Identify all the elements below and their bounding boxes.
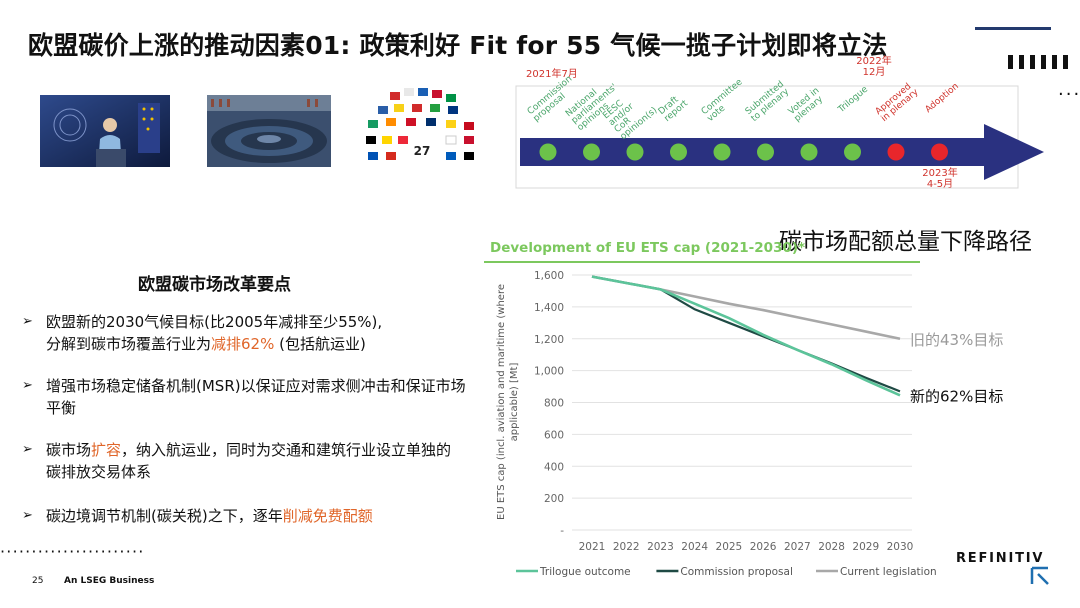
timeline-step-dot: [757, 143, 774, 161]
timeline-step-dot: [800, 143, 818, 161]
page-title: 欧盟碳价上涨的推动因素01: 政策利好 Fit for 55 气候一揽子计划即将…: [28, 31, 888, 60]
legend-label: Current legislation: [840, 566, 937, 578]
bullet-arrow-icon: ➢: [22, 508, 33, 523]
x-tick-label: 2028: [818, 541, 845, 553]
x-tick-label: 2022: [613, 541, 640, 553]
lseg-label: An LSEG Business: [64, 576, 155, 586]
y-tick-label: 1,200: [534, 334, 564, 346]
timeline-date-mid: 2022年 12月: [856, 56, 892, 78]
y-tick-label: 800: [544, 398, 564, 410]
refinitiv-mark-icon: [1030, 566, 1049, 585]
legend-label: Commission proposal: [680, 566, 793, 578]
timeline-step-dot: [626, 143, 644, 161]
x-tick-label: 2029: [852, 541, 879, 553]
x-tick-label: 2023: [647, 541, 674, 553]
y-tick-label: -: [560, 525, 564, 537]
page-number: 25: [32, 576, 44, 586]
chart-caption: 碳市场配额总量下降路径: [779, 229, 1032, 255]
timeline-step-dot: [887, 143, 905, 161]
x-tick-label: 2026: [750, 541, 777, 553]
timeline-date-start: 2021年7月: [526, 69, 578, 80]
reform-heading: 欧盟碳市场改革要点: [138, 275, 291, 295]
bullet-arrow-icon: ➢: [22, 314, 33, 329]
timeline-step-dot: [844, 143, 861, 161]
top-accent-line: [975, 27, 1051, 30]
y-axis-label: EU ETS cap (incl. aviation and maritime …: [496, 284, 520, 520]
x-tick-label: 2021: [579, 541, 606, 553]
timeline-step-dot: [931, 143, 948, 161]
timeline-step-dot: [583, 143, 600, 161]
legislative-timeline: 2021年7月 2022年 12月 2023年 4-5月 Commission pr…: [514, 56, 1064, 196]
y-tick-label: 1,400: [534, 302, 564, 314]
timeline-step-dot: [539, 143, 557, 161]
highlight-expansion: 扩容: [91, 441, 122, 459]
highlight-free-allowance: 削减免费配额: [282, 507, 373, 525]
eu-member-flags: 27: [366, 88, 474, 160]
y-tick-label: 1,600: [534, 270, 564, 282]
y-tick-label: 600: [544, 429, 564, 441]
x-tick-label: 2025: [716, 541, 743, 553]
series-line-trilogue-outcome: [591, 275, 901, 397]
speaker-photo: [40, 95, 170, 167]
ets-cap-chart: Development of EU ETS cap (2021-2030)* - 2…: [484, 240, 1003, 578]
x-tick-label: 2027: [784, 541, 811, 553]
timeline-date-end: 2023年 4-5月: [922, 168, 958, 190]
x-tick-label: 2030: [887, 541, 914, 553]
y-tick-label: 400: [544, 461, 564, 473]
bullet-arrow-icon: ➢: [22, 378, 33, 393]
x-tick-label: 2024: [681, 541, 708, 553]
refinitiv-logo: REFINITIV: [956, 551, 1045, 566]
parliament-photo: [207, 95, 331, 167]
decorative-bars: [1008, 54, 1074, 73]
timeline-step-dot: [713, 143, 731, 161]
decorative-dots: ···: [1058, 84, 1080, 105]
highlight-62: 减排62%: [211, 335, 275, 353]
y-tick-label: 200: [544, 493, 564, 505]
legend-label: Trilogue outcome: [539, 566, 631, 578]
timeline-arrow: [520, 124, 1044, 180]
annotation-old-target: 旧的43%目标: [910, 331, 1003, 349]
bullet-arrow-icon: ➢: [22, 442, 33, 457]
timeline-step-dot: [670, 143, 687, 161]
y-tick-label: 1,000: [534, 366, 564, 378]
flag-count: 27: [414, 144, 431, 158]
footer-dots: ·······················: [0, 542, 145, 561]
annotation-new-target: 新的62%目标: [910, 387, 1003, 405]
chart-title: Development of EU ETS cap (2021-2030)*: [490, 240, 805, 256]
